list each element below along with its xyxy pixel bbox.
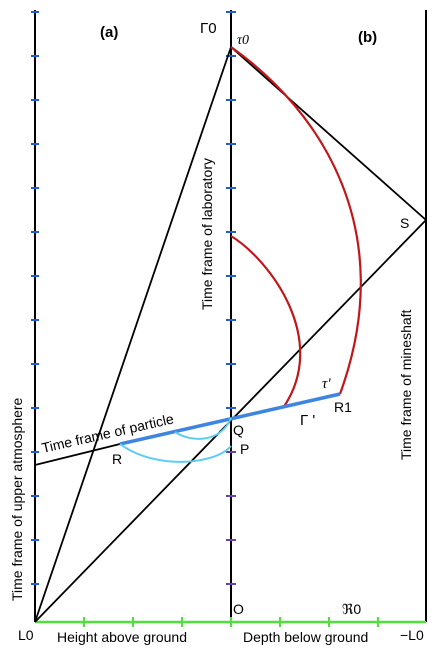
panel-label-a: (a) <box>100 24 118 41</box>
height-label: Height above ground <box>57 629 187 645</box>
label-tau0: τ0 <box>237 33 249 48</box>
label-r: R <box>112 451 122 467</box>
line-r-to-upper-atmosphere <box>34 443 121 466</box>
arc-r-to-p <box>119 443 232 463</box>
upper-atmosphere-label: Time frame of upper atmosphere <box>9 397 25 601</box>
red-curve-tau0-r1 <box>230 46 362 395</box>
laboratory-axis-ticks <box>226 11 236 585</box>
line-tau0-to-s <box>230 46 427 221</box>
depth-label: Depth below ground <box>243 629 368 645</box>
label-l0: L0 <box>18 627 34 643</box>
label-s: S <box>400 215 409 231</box>
label-r1: R1 <box>334 399 352 415</box>
label-gamma0: Γ0 <box>200 20 217 37</box>
laboratory-label: Time frame of laboratory <box>199 158 215 310</box>
particle-label: Time frame of particle <box>40 410 175 456</box>
label-q: Q <box>233 422 244 438</box>
line-l0-to-tau0 <box>34 46 232 623</box>
label-tau-prime: τ' <box>322 376 331 392</box>
label-o: O <box>233 601 244 617</box>
ground-axis-ticks <box>83 617 379 627</box>
arc-mid-to-q <box>174 417 232 440</box>
mineshaft-label: Time frame of mineshaft <box>398 309 414 460</box>
left-axis-ticks <box>31 11 39 585</box>
red-curve-inner <box>230 235 302 409</box>
label-minus-l0: −L0 <box>400 627 424 643</box>
label-p: P <box>240 441 249 457</box>
label-gamma-prime: Γ ' <box>300 412 315 429</box>
panel-label-b: (b) <box>358 29 377 46</box>
label-r0: ℜ0 <box>342 601 361 617</box>
